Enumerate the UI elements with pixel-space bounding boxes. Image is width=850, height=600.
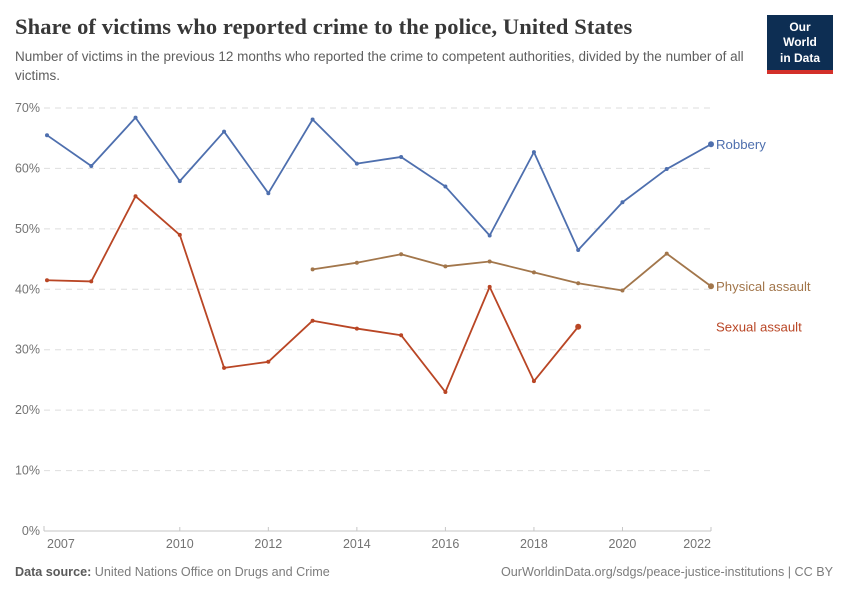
x-tick-label: 2014	[343, 537, 371, 551]
data-point-robbery[interactable]	[487, 233, 492, 238]
data-point-robbery[interactable]	[399, 154, 404, 159]
data-point-sexual-assault[interactable]	[89, 279, 94, 284]
data-source-label: Data source:	[15, 565, 92, 579]
chart-header: Share of victims who reported crime to t…	[0, 0, 850, 85]
x-tick-label: 2012	[254, 537, 282, 551]
y-tick-label: 30%	[15, 343, 40, 357]
y-tick-label: 70%	[15, 101, 40, 115]
y-tick-label: 0%	[22, 524, 40, 538]
data-point-robbery[interactable]	[266, 191, 271, 196]
data-point-physical-assault[interactable]	[708, 283, 714, 290]
data-point-robbery[interactable]	[708, 141, 714, 148]
data-point-robbery[interactable]	[531, 150, 536, 155]
series-label-sexual-assault: Sexual assault	[716, 319, 802, 334]
y-tick-label: 10%	[15, 464, 40, 478]
series-label-robbery: Robbery	[716, 137, 766, 152]
data-point-sexual-assault[interactable]	[310, 318, 315, 323]
data-point-robbery[interactable]	[89, 164, 94, 169]
data-source-text: United Nations Office on Drugs and Crime	[91, 565, 330, 579]
chart-canvas[interactable]: 0% 10% 20% 30% 40% 50% 60% 70% 2007 2010 2012 2014 2…	[0, 85, 850, 555]
x-tick-label: 2022	[683, 537, 711, 551]
data-point-robbery[interactable]	[177, 179, 182, 184]
data-point-sexual-assault[interactable]	[575, 323, 582, 330]
data-point-physical-assault[interactable]	[310, 267, 315, 272]
series-label-physical-assault: Physical assault	[716, 279, 811, 294]
data-point-sexual-assault[interactable]	[399, 333, 404, 338]
data-point-robbery[interactable]	[222, 129, 227, 134]
data-point-sexual-assault[interactable]	[266, 359, 271, 364]
footer-link[interactable]: OurWorldinData.org/sdgs/peace-justice-in…	[500, 565, 833, 579]
data-point-robbery[interactable]	[310, 117, 315, 122]
owid-logo-line2: in Data	[779, 50, 820, 65]
data-point-sexual-assault[interactable]	[177, 232, 182, 237]
y-tick-label: 60%	[15, 161, 40, 175]
owid-logo[interactable]: Our World in Data	[767, 15, 833, 75]
data-source: Data source: United Nations Office on Dr…	[15, 565, 330, 579]
data-point-physical-assault[interactable]	[620, 288, 625, 293]
data-point-sexual-assault[interactable]	[443, 390, 448, 395]
data-point-physical-assault[interactable]	[399, 252, 404, 257]
chart-footer: Data source: United Nations Office on Dr…	[15, 565, 833, 579]
line-chart: 0% 10% 20% 30% 40% 50% 60% 70% 2007 2010 2012 2014 2…	[0, 85, 850, 560]
data-point-physical-assault[interactable]	[531, 270, 536, 275]
series-line-sexual-assault[interactable]	[46, 195, 580, 393]
data-point-sexual-assault[interactable]	[354, 326, 359, 331]
data-point-robbery[interactable]	[443, 184, 448, 189]
x-tick-label: 2018	[520, 537, 548, 551]
data-point-sexual-assault[interactable]	[45, 278, 49, 283]
data-point-robbery[interactable]	[620, 200, 625, 205]
x-tick-label: 2016	[431, 537, 459, 551]
page-subtitle: Number of victims in the previous 12 mon…	[15, 49, 744, 84]
x-tick-label: 2007	[47, 537, 75, 551]
data-point-robbery[interactable]	[576, 248, 581, 253]
owid-logo-line1: Our World	[783, 20, 817, 50]
data-point-physical-assault[interactable]	[664, 251, 669, 256]
data-point-sexual-assault[interactable]	[222, 365, 227, 370]
y-tick-label: 50%	[15, 222, 40, 236]
page-title: Share of victims who reported crime to t…	[15, 14, 633, 39]
data-point-sexual-assault[interactable]	[133, 194, 138, 199]
data-point-robbery[interactable]	[133, 115, 138, 120]
data-point-robbery[interactable]	[664, 167, 669, 172]
data-point-robbery[interactable]	[45, 133, 49, 138]
x-tick-label: 2010	[166, 537, 194, 551]
series-line-physical-assault[interactable]	[311, 252, 712, 292]
data-point-physical-assault[interactable]	[487, 259, 492, 264]
data-point-sexual-assault[interactable]	[531, 379, 536, 384]
data-point-sexual-assault[interactable]	[487, 284, 492, 289]
y-tick-label: 20%	[15, 403, 40, 417]
series-line-robbery[interactable]	[46, 116, 712, 251]
data-point-physical-assault[interactable]	[576, 281, 581, 286]
x-tick-label: 2020	[609, 537, 637, 551]
data-point-physical-assault[interactable]	[354, 260, 359, 265]
y-tick-label: 40%	[15, 282, 40, 296]
data-point-robbery[interactable]	[354, 161, 359, 166]
data-point-physical-assault[interactable]	[443, 264, 448, 269]
